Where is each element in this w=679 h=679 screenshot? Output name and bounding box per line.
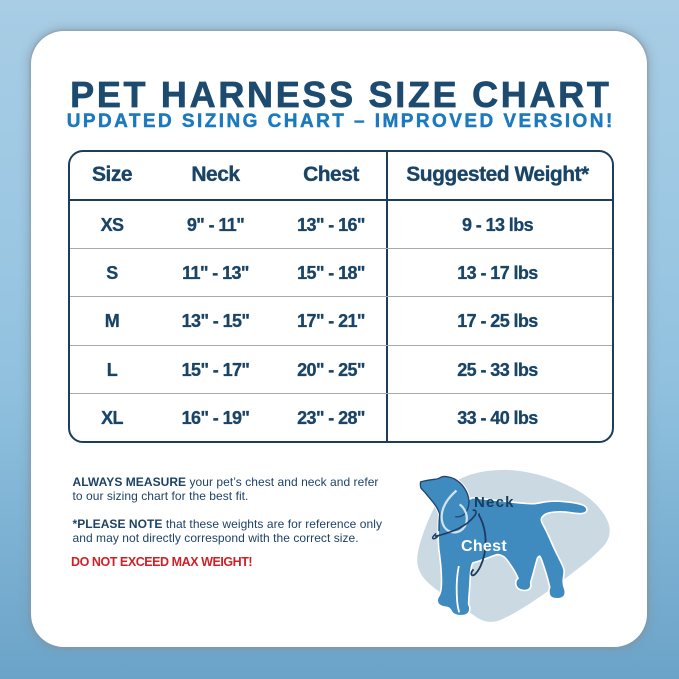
svg-text:Neck: Neck — [474, 494, 515, 511]
svg-text:Chest: Chest — [461, 538, 507, 555]
